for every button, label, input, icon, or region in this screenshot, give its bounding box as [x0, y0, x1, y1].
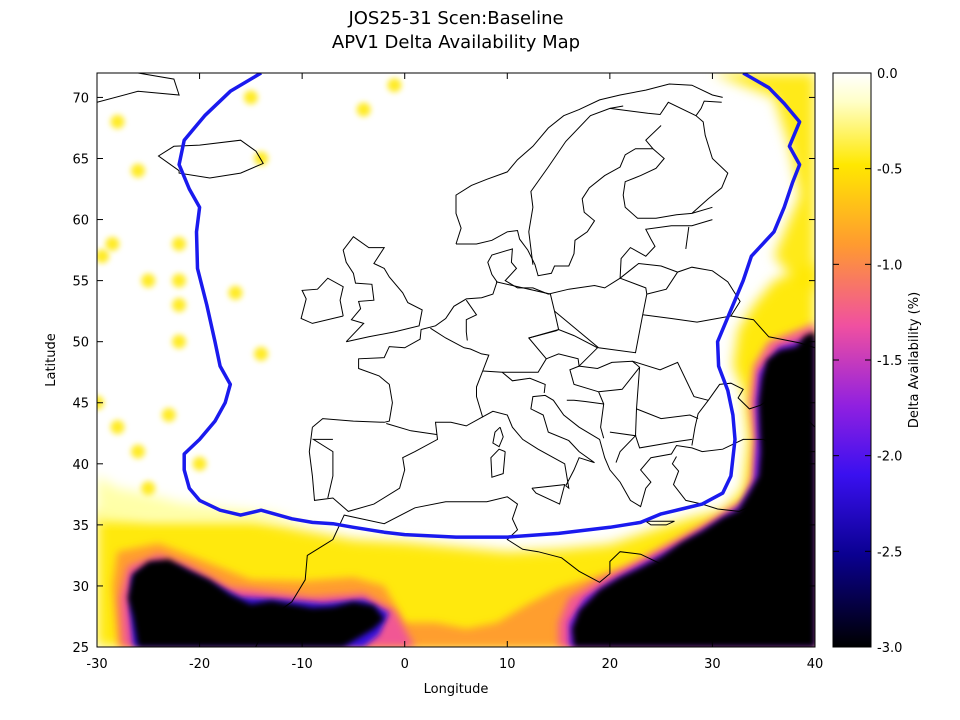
y-tick-label: 45	[72, 397, 89, 412]
y-tick-label: 60	[72, 214, 89, 229]
degraded-cell-2	[105, 236, 120, 251]
degraded-cell-17	[161, 407, 176, 422]
degraded-cell-5	[172, 273, 187, 288]
coverage-contour-line	[177, 73, 802, 539]
coastline-segment-33	[685, 226, 690, 249]
y-tick-label: 25	[72, 641, 89, 656]
coastline-segment-1	[97, 73, 180, 103]
coastline-segment-10	[492, 426, 504, 448]
x-tick-label: -30	[86, 657, 107, 672]
coastline-segment-14	[735, 515, 761, 531]
coastline-segment-24	[632, 360, 709, 401]
x-tick-label: -10	[292, 657, 313, 672]
degraded-cell-8	[228, 285, 243, 300]
colorbar-tick-label: -2.0	[877, 450, 902, 465]
colorbar-tick-label: -3.0	[877, 641, 902, 656]
coastline-segment-29	[566, 399, 604, 405]
degraded-cell-14	[172, 334, 187, 349]
y-tick-label: 30	[72, 580, 89, 595]
plot-frame	[96, 72, 816, 648]
colorbar-tick-label: 0.0	[877, 67, 898, 82]
x-tick-label: 0	[401, 657, 409, 672]
coastline-segment-30	[642, 314, 815, 349]
coastline-segment-28	[598, 391, 605, 439]
coastline-segment-20	[482, 370, 546, 394]
coastline-segment-35	[528, 105, 624, 265]
y-axis-label: Latitude	[44, 333, 59, 387]
colorbar-tick-label: -0.5	[877, 163, 902, 178]
coastline-segment-8	[255, 456, 775, 647]
coastline-segment-31	[646, 266, 741, 317]
y-tick-label: 55	[72, 275, 89, 290]
coastline-segment-4	[455, 83, 723, 245]
x-tick-label: -20	[189, 657, 210, 672]
degraded-cell-13	[254, 346, 269, 361]
axes: -30 -20 -10 0 10 20 30 40 25 30 35 40 45 50 55 60 65 70	[72, 73, 823, 672]
coastline-segment-22	[528, 328, 599, 368]
map-plot-area	[97, 73, 815, 647]
x-tick-label: 20	[602, 657, 619, 672]
coastline-segment-7	[300, 277, 344, 324]
degraded-cell-10	[254, 151, 269, 166]
plot-title: JOS25-31 Scen:Baseline	[348, 8, 564, 29]
coastline-segment-25	[635, 367, 699, 420]
coastline-segment-23	[569, 360, 641, 393]
coastline-segment-13	[645, 520, 675, 526]
colorbar-ticks: 0.0 -0.5 -1.0 -1.5 -2.0 -2.5 -3.0	[833, 67, 902, 656]
coastline-segment-9	[691, 382, 815, 446]
coastline-segment-12	[531, 484, 566, 505]
coastline-segment-37	[645, 125, 662, 150]
coastline-segment-0	[157, 139, 264, 179]
degraded-cell-9	[243, 90, 258, 105]
x-axis-label: Longitude	[424, 682, 489, 697]
y-tick-label: 35	[72, 519, 89, 534]
coastline-segment-27	[609, 431, 637, 463]
degraded-cell-19	[192, 456, 207, 471]
degraded-cell-3	[97, 249, 110, 264]
colorbar-label: Delta Availability (%)	[907, 292, 922, 428]
coastline-segment-16	[311, 438, 334, 499]
coastline-segment-36	[609, 101, 697, 117]
south-degraded-band	[97, 262, 815, 647]
degraded-cell-20	[141, 481, 156, 496]
no-availability-region-0	[127, 559, 385, 647]
colorbar-tick-label: -2.5	[877, 545, 902, 560]
coastline-segment-6	[342, 236, 423, 343]
degraded-cell-0	[110, 114, 125, 129]
x-tick-label: 10	[499, 657, 516, 672]
y-tick-label: 50	[72, 336, 89, 351]
degraded-cell-18	[131, 444, 146, 459]
coastline-segment-26	[634, 408, 692, 449]
coastline-segment-17	[430, 327, 490, 418]
x-tick-label: 40	[807, 657, 824, 672]
y-tick-label: 70	[72, 91, 89, 106]
coastline-segment-11	[490, 448, 506, 478]
x-tick-label: 30	[704, 657, 721, 672]
degraded-cell-12	[387, 78, 402, 93]
colorbar-tick-label: -1.5	[877, 354, 902, 369]
coastline-segment-18	[465, 299, 478, 341]
degraded-cell-11	[356, 102, 371, 117]
degraded-cell-4	[172, 236, 187, 251]
coastline-segment-34	[691, 100, 729, 214]
coastline-segment-2	[308, 394, 815, 512]
degraded-cell-6	[141, 273, 156, 288]
plot-subtitle: APV1 Delta Availability Map	[331, 32, 581, 53]
y-tick-label: 65	[72, 152, 89, 167]
coastline-segment-32	[619, 262, 678, 279]
coastline-segment-5	[456, 148, 713, 277]
degraded-cell-7	[172, 298, 187, 313]
east-degraded-band	[712, 73, 815, 293]
degraded-cell-16	[110, 420, 125, 435]
coastline-segment-3	[312, 219, 713, 428]
south-fringe-light	[97, 476, 303, 522]
y-tick-label: 40	[72, 458, 89, 473]
coastline-segment-15	[386, 423, 437, 435]
coastlines-and-borders	[97, 73, 815, 647]
colorbar-tick-label: -1.0	[877, 258, 902, 273]
degraded-cell-1	[131, 163, 146, 178]
